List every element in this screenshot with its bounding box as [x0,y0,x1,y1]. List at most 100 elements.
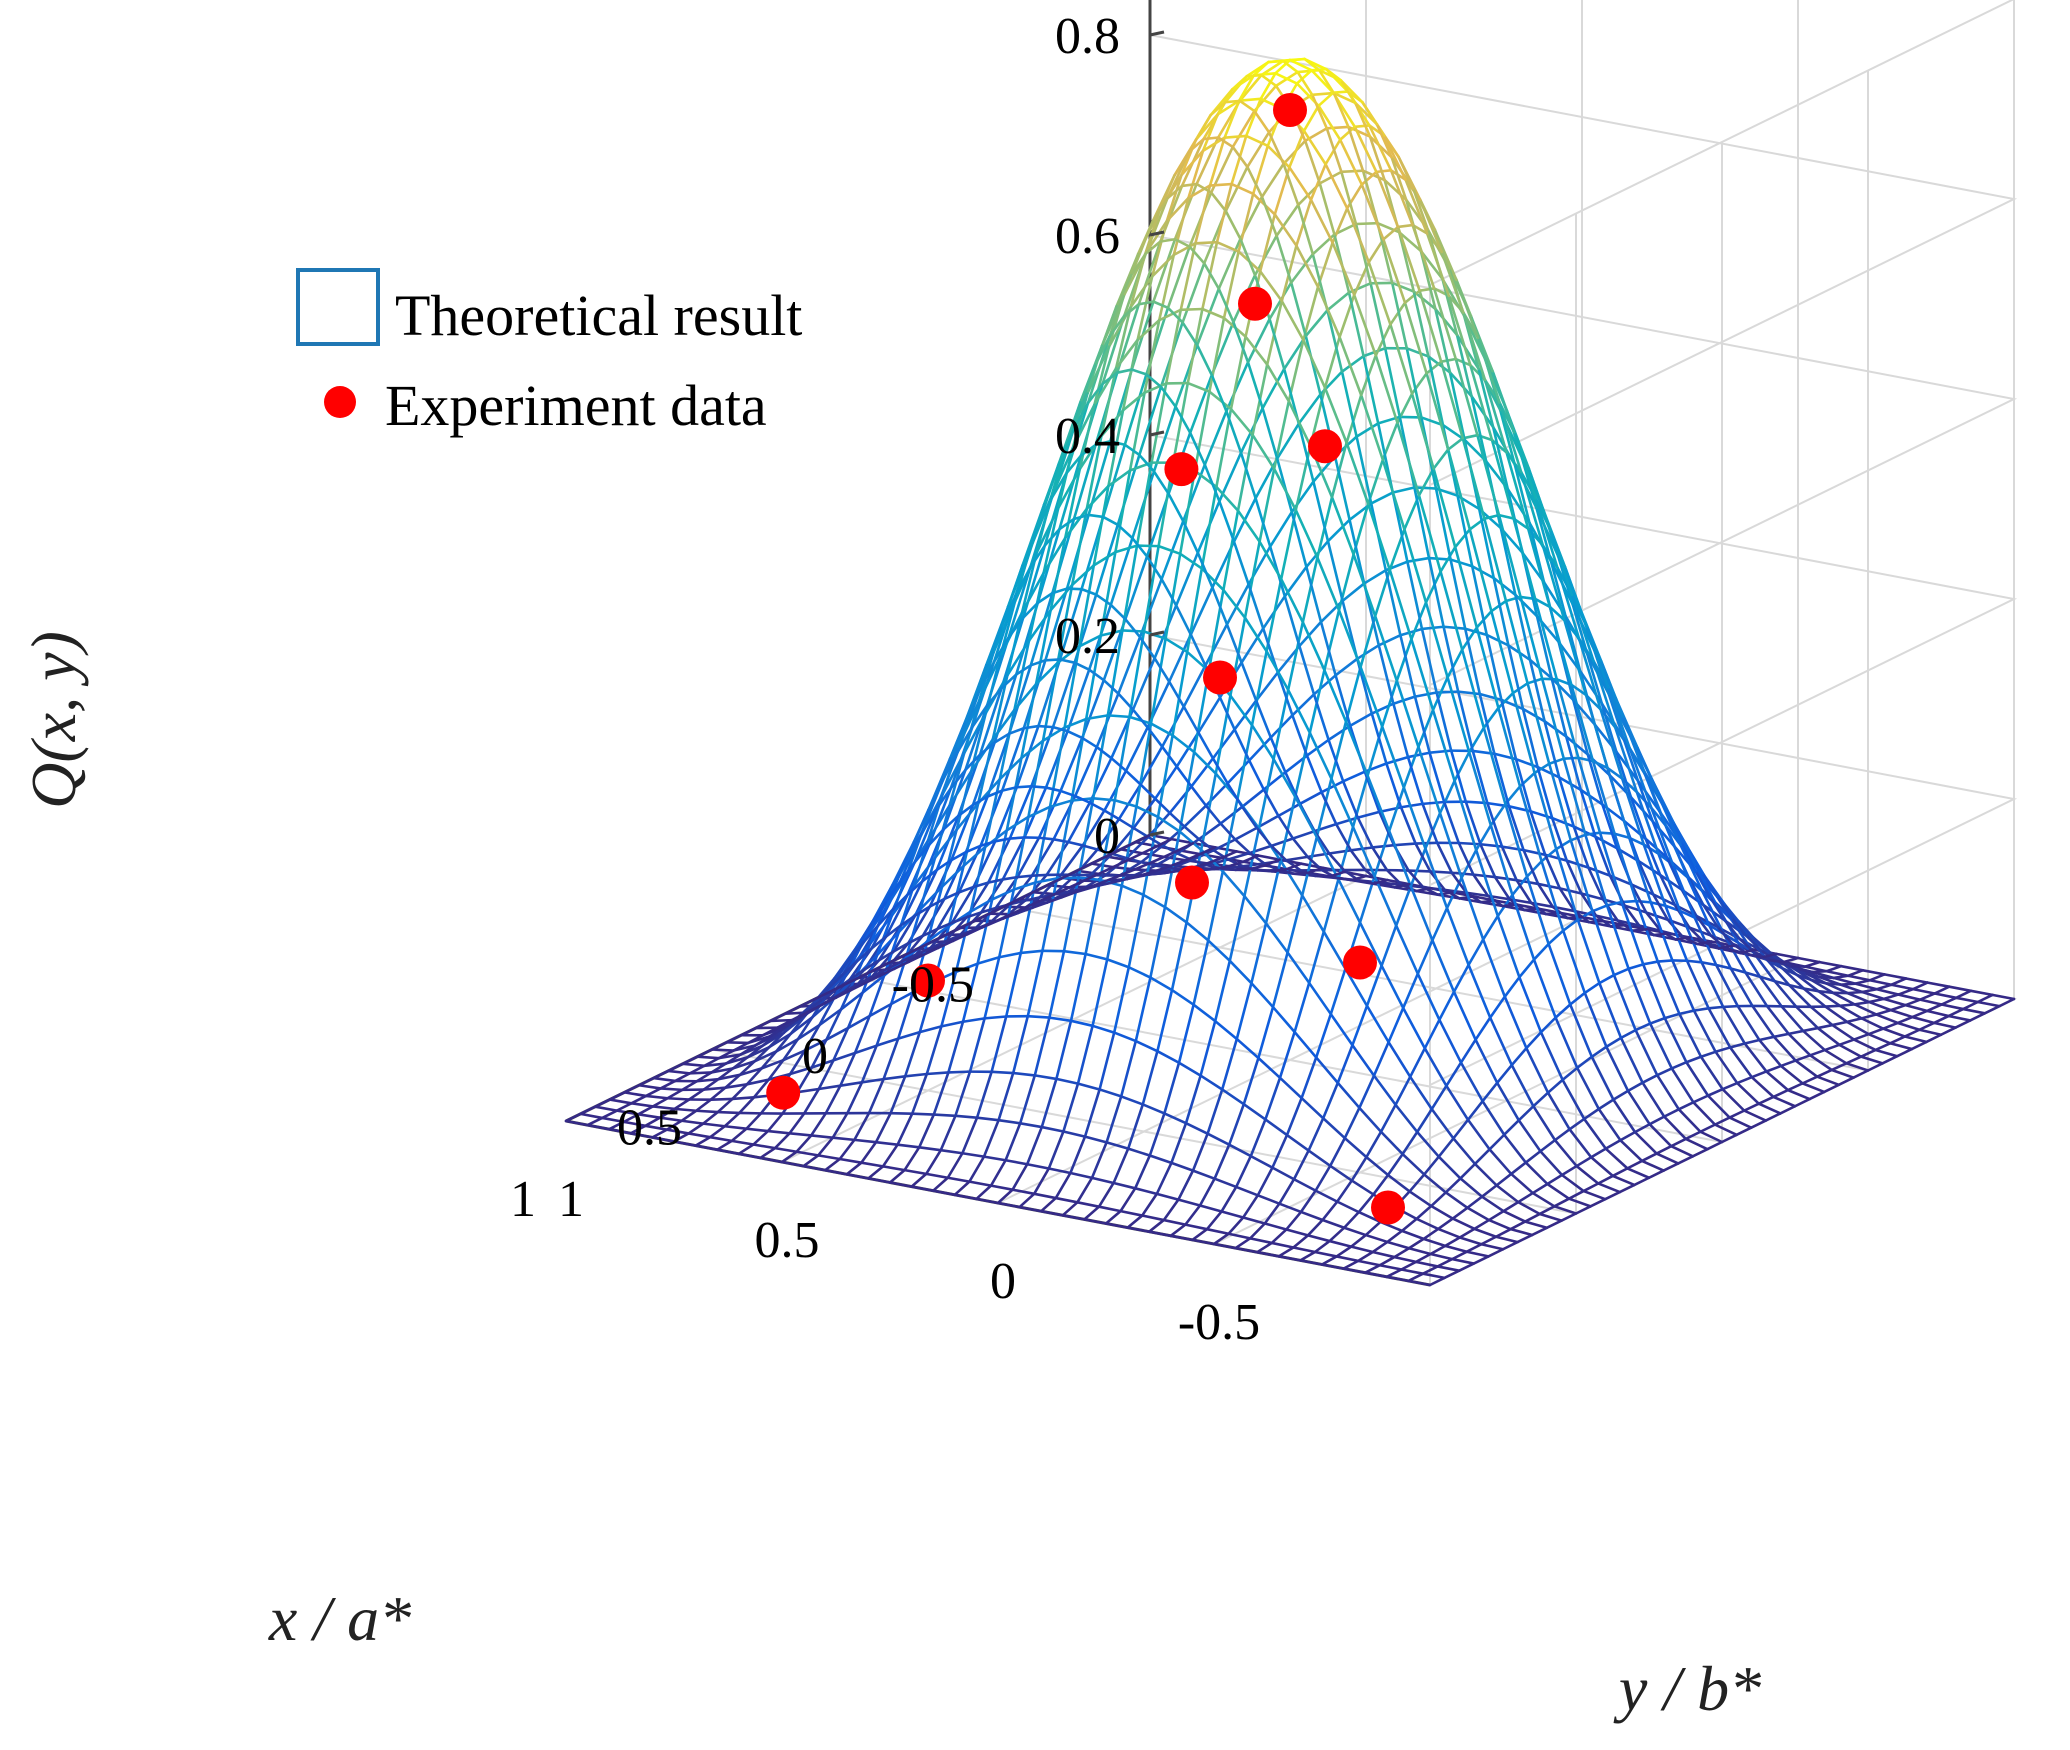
mesh-segment-x [861,974,886,995]
mesh-segment-y [1662,1162,1680,1172]
mesh-segment-y [1477,367,1495,429]
mesh-segment-y [1340,370,1358,438]
mesh-segment-y [1225,409,1243,455]
mesh-segment-x [1224,165,1249,213]
mesh-segment-y [1061,869,1079,880]
mesh-segment-y [1111,877,1129,884]
mesh-segment-x [1391,486,1416,494]
mesh-segment-x [1490,609,1515,695]
mesh-segment-x [1171,734,1196,754]
mesh-segment-x [1385,755,1410,765]
mesh-segment-x [1340,354,1365,373]
mesh-segment-y [817,1059,835,1091]
mesh-segment-y [1553,1128,1571,1142]
mesh-segment-x [1298,620,1323,648]
mesh-segment-y [1119,1039,1138,1098]
mesh-segment-x [1532,1104,1557,1142]
mesh-segment-x [1363,1271,1389,1279]
mesh-segment-x [926,804,951,842]
mesh-segment-y [1868,973,1886,982]
mesh-segment-x [1775,952,1800,960]
mesh-segment-y [1630,927,1649,932]
mesh-segment-x [983,1015,1008,1020]
mesh-segment-y [1866,1062,1884,1072]
mesh-segment-x [1582,1117,1608,1150]
mesh-segment-y [1528,658,1546,723]
mesh-segment-x [1197,822,1222,841]
mesh-segment-y [1488,995,1507,1019]
mesh-segment-y [1152,470,1170,496]
mesh-segment-x [1105,958,1131,969]
mesh-segment-y [840,960,859,977]
mesh-segment-y [1080,736,1099,749]
mesh-segment-y [1060,890,1078,899]
mesh-segment-x [1345,441,1370,506]
mesh-segment-y [1499,526,1517,597]
mesh-segment-x [1722,932,1747,974]
mesh-segment-y [1046,876,1064,887]
mesh-segment-x [1838,1043,1863,1058]
mesh-segment-y [774,1032,793,1053]
mesh-segment-y [1091,714,1110,800]
mesh-segment-x [924,1172,950,1180]
mesh-segment-x [1641,963,1667,1020]
z-tick-mark [1149,230,1165,237]
mesh-segment-x [1852,1038,1877,1052]
mesh-segment-x [903,1072,929,1078]
mesh-segment-y [1648,1115,1666,1126]
mesh-segment-x [1254,671,1280,702]
mesh-segment-y [717,1049,735,1060]
mesh-segment-x [1273,213,1298,247]
mesh-segment-y [1205,856,1224,865]
mesh-segment-x [1389,323,1414,396]
mesh-segment-x [1540,859,1565,932]
mesh-segment-y [1216,136,1235,149]
mesh-segment-y [892,960,911,971]
mesh-segment-x [1859,1055,1884,1065]
mesh-segment-y [1714,963,1733,970]
mesh-segment-x [1439,570,1464,651]
mesh-segment-y [1463,627,1482,696]
mesh-segment-y [1700,961,1718,967]
mesh-segment-x [1509,1227,1534,1237]
mesh-segment-x [1436,1265,1461,1272]
mesh-segment-x [1424,847,1449,910]
mesh-segment-y [1100,367,1118,438]
mesh-segment-x [1051,661,1076,729]
mesh-segment-x [1100,409,1125,438]
mesh-segment-x [1018,1121,1044,1129]
mesh-segment-x [1448,371,1473,398]
mesh-segment-x [1270,837,1295,848]
mesh-segment-x [1112,1181,1137,1190]
mesh-segment-x [1422,1173,1448,1194]
mesh-segment-x [1054,1196,1079,1204]
mesh-segment-x [1167,633,1193,683]
mesh-segment-x [1801,1029,1827,1052]
mesh-segment-y [1612,1089,1630,1101]
mesh-segment-y [939,1114,957,1152]
mesh-segment-y [731,1083,749,1101]
mesh-segment-x [1613,832,1638,903]
mesh-segment-y [1758,975,1776,983]
mesh-segment-y [1716,925,1734,946]
mesh-segment-y [1110,852,1128,860]
mesh-segment-y [884,880,902,905]
mesh-segment-y [1998,997,2016,1008]
mesh-segment-y [860,1044,878,1084]
mesh-segment-y [1350,1155,1368,1182]
mesh-segment-y [1415,1204,1433,1221]
mesh-segment-x [1594,835,1619,850]
mesh-segment-x [1476,433,1501,517]
mesh-segment-y [1212,864,1231,871]
mesh-segment-y [1407,1237,1425,1250]
mesh-segment-x [1325,125,1350,130]
mesh-segment-y [1275,234,1293,284]
mesh-segment-y [1319,620,1337,677]
mesh-segment-y [1976,993,1994,1004]
mesh-segment-y [1787,1029,1805,1036]
mesh-segment-x [1598,831,1623,904]
mesh-segment-y [1042,462,1061,506]
mesh-segment-x [1728,1046,1754,1079]
mesh-segment-x [1211,728,1236,760]
mesh-segment-x [1408,1075,1434,1111]
